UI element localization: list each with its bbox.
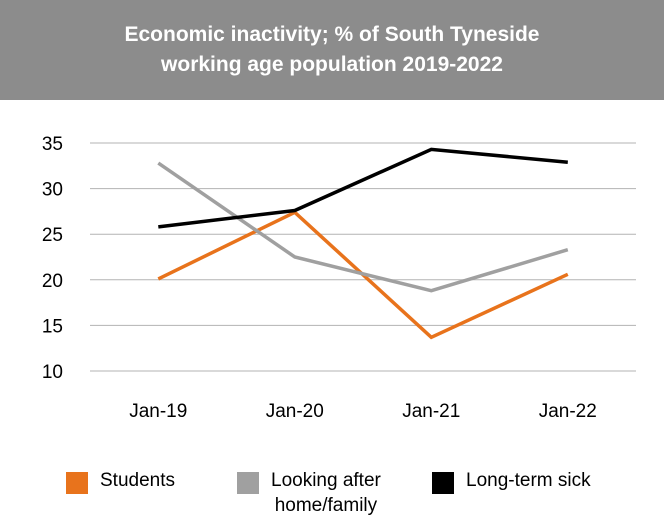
x-tick-label-Jan-22: Jan-22: [539, 401, 597, 422]
legend-swatch-students: [66, 472, 88, 494]
x-tick-label-Jan-19: Jan-19: [129, 401, 187, 422]
y-tick-label-25: 25: [42, 225, 63, 246]
y-tick-label-35: 35: [42, 134, 63, 155]
legend-item-long-term-sick: Long-term sick: [432, 468, 591, 494]
legend-item-students: Students: [66, 468, 175, 494]
chart-title-line-2: working age population 2019-2022: [161, 53, 503, 76]
legend-label-long-term-sick: Long-term sick: [466, 468, 591, 493]
legend-swatch-looking-after-home: [237, 472, 259, 494]
legend-label-students-line: Students: [100, 470, 175, 491]
legend-label-long-term-sick-line: Long-term sick: [466, 470, 591, 491]
chart-legend: Students Looking after home/family Long-…: [0, 468, 664, 525]
chart-title-line-1: Economic inactivity; % of South Tyneside: [124, 23, 540, 46]
y-tick-label-20: 20: [42, 271, 63, 292]
chart-title-band: Economic inactivity; % of South Tyneside…: [0, 0, 664, 100]
y-tick-label-30: 30: [42, 180, 63, 201]
legend-label-looking-after-home-line-1: Looking after: [271, 470, 381, 491]
legend-label-looking-after-home-line-2: home/family: [274, 495, 378, 516]
series-line-long-term-sick: [158, 147, 568, 229]
y-tick-label-15: 15: [42, 316, 63, 337]
line-chart: 10 15 20 25 30 35 Jan-19 Jan-20 Jan-21 Jan-22: [42, 134, 636, 422]
x-tick-label-Jan-21: Jan-21: [402, 401, 460, 422]
y-tick-label-10: 10: [42, 362, 63, 383]
legend-label-looking-after-home: Looking after home/family: [271, 468, 381, 518]
legend-label-students: Students: [100, 468, 175, 493]
legend-swatch-long-term-sick: [432, 472, 454, 494]
legend-item-looking-after-home: Looking after home/family: [237, 468, 381, 518]
series-line-looking-after-home-family: [157, 161, 569, 293]
x-tick-label-Jan-20: Jan-20: [266, 401, 324, 422]
